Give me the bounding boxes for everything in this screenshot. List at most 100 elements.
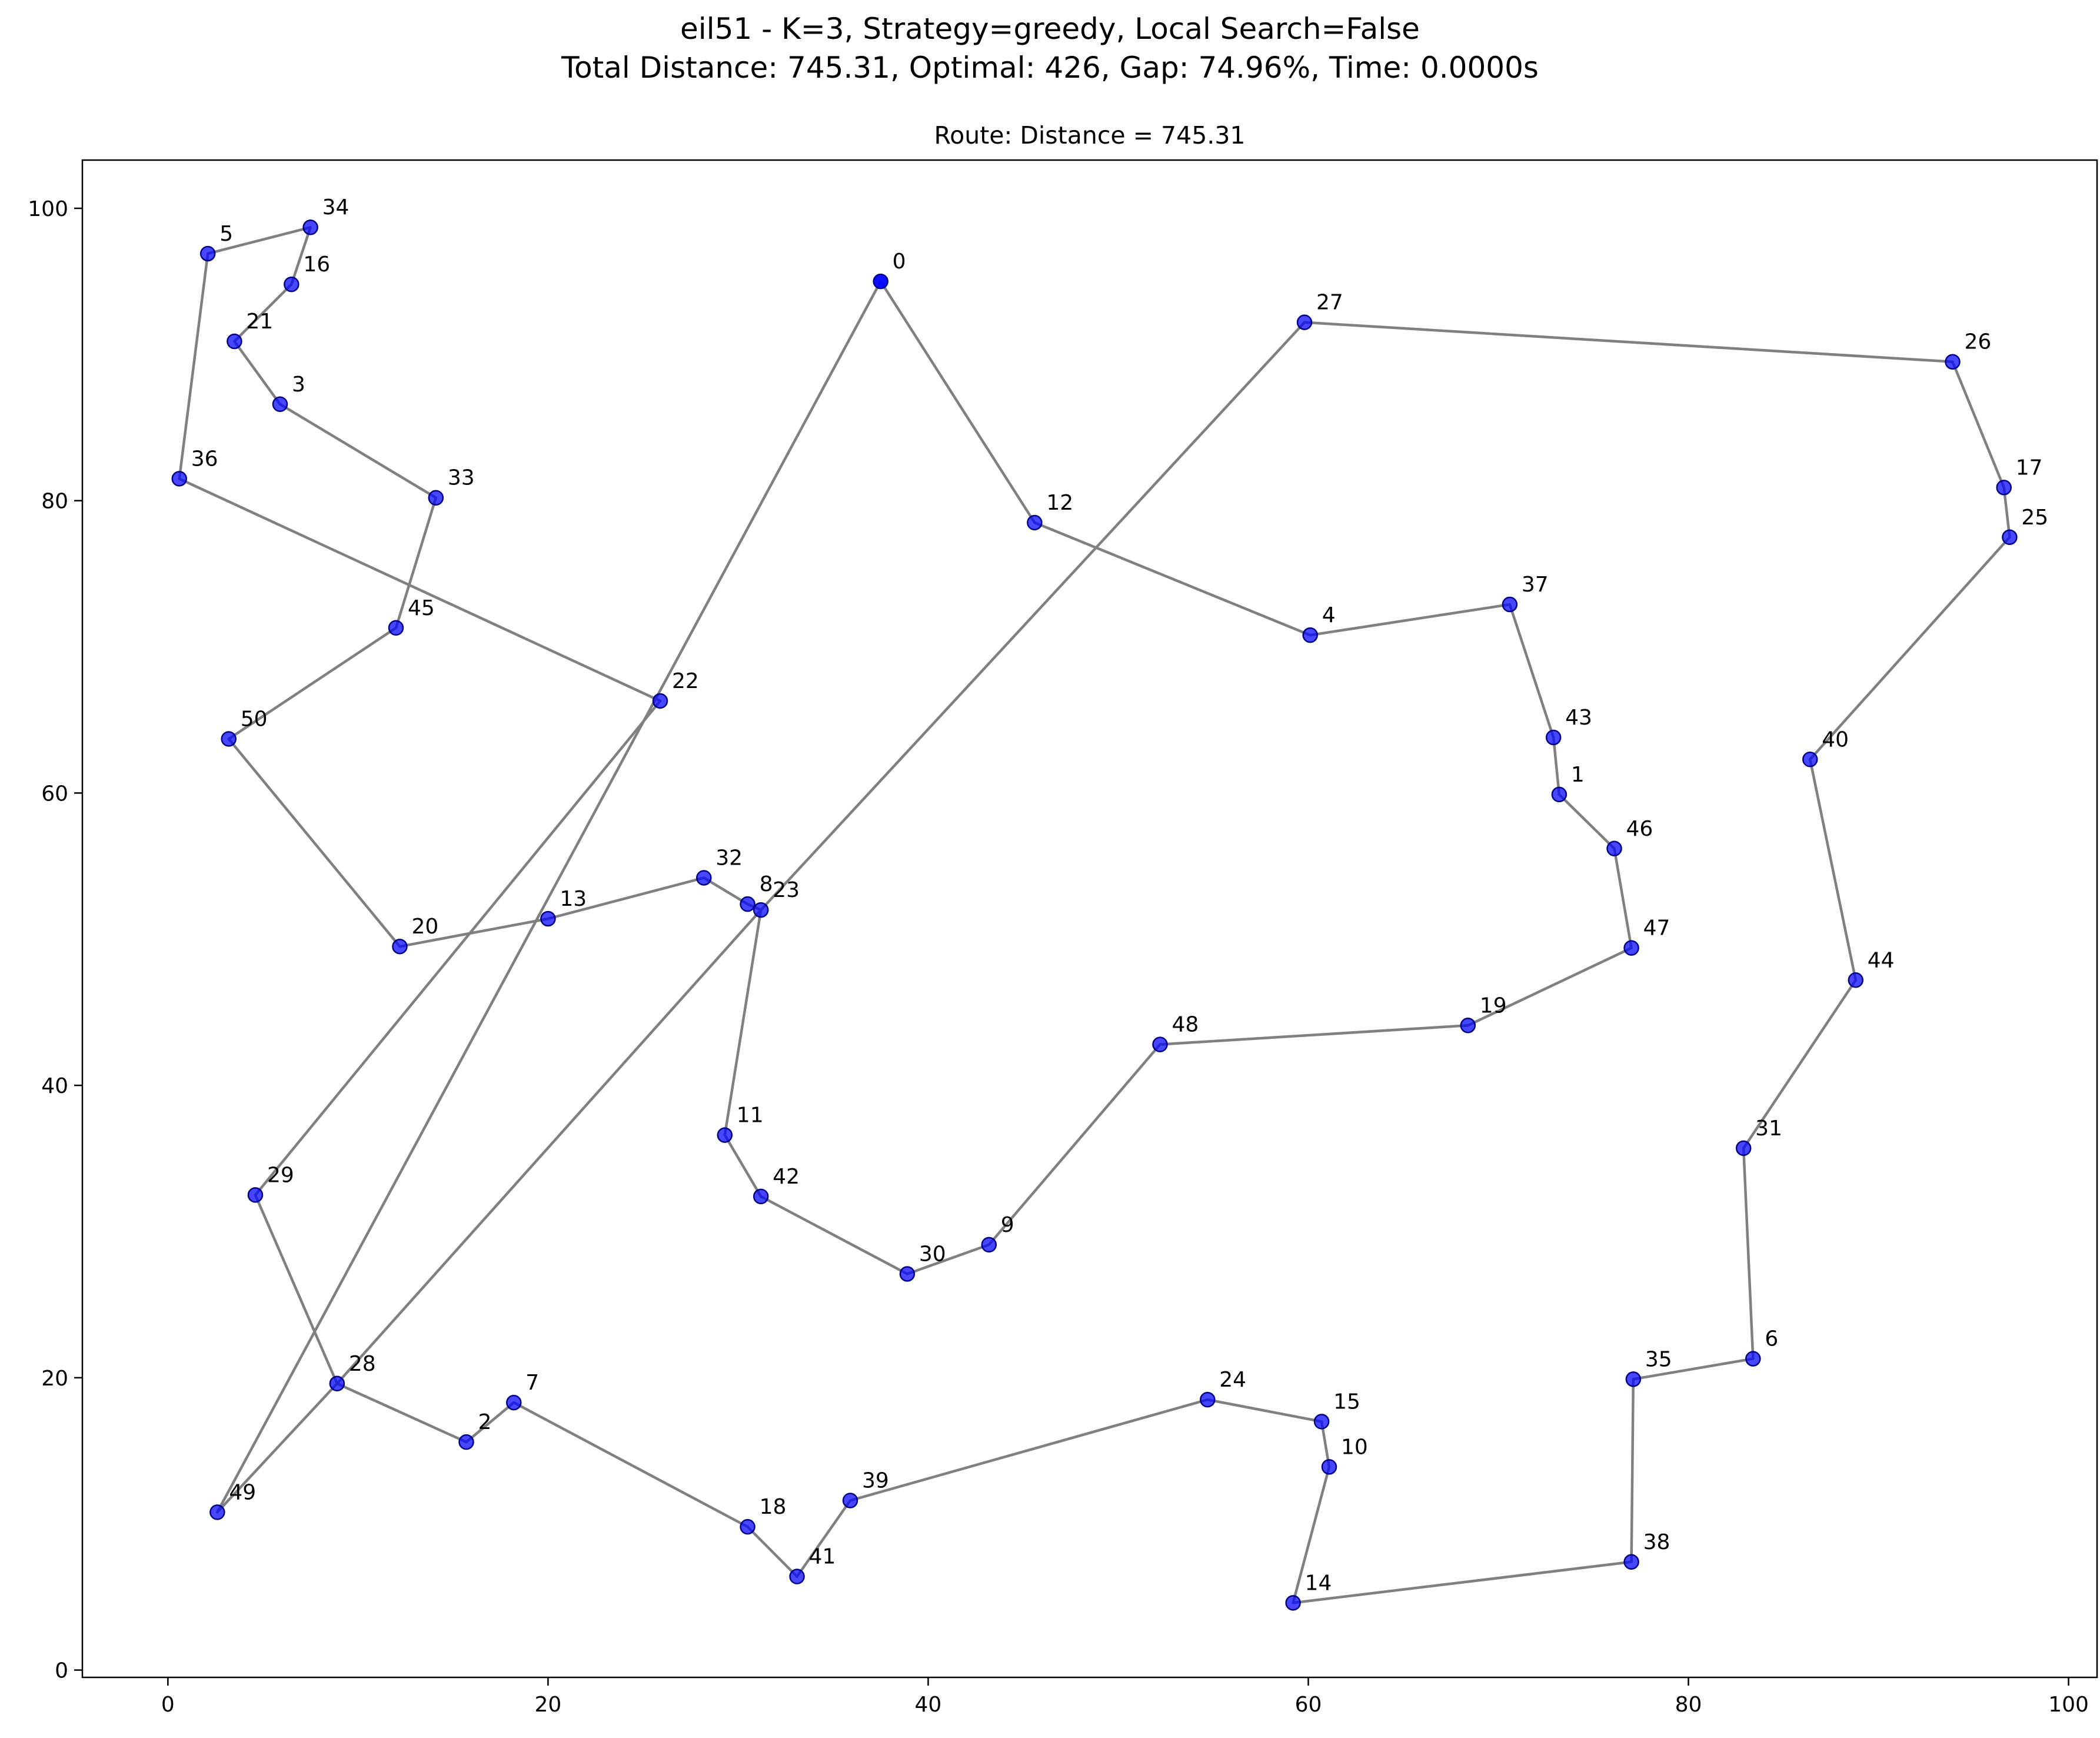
route-edge <box>1292 1560 1633 1604</box>
route-point <box>302 219 318 235</box>
route-point <box>284 276 299 293</box>
point-label: 15 <box>1333 1390 1360 1414</box>
route-point <box>1848 972 1864 988</box>
route-points <box>171 219 2018 1611</box>
route-edge <box>398 917 550 948</box>
point-label: 12 <box>1046 491 1073 515</box>
route-edge <box>1808 758 1858 982</box>
x-tick-label: 100 <box>2048 1693 2089 1717</box>
point-label: 33 <box>448 466 475 490</box>
point-label: 48 <box>1172 1013 1199 1037</box>
x-tick-label: 40 <box>915 1693 942 1717</box>
route-point <box>1996 480 2012 496</box>
route-edge <box>547 876 705 920</box>
route-edge <box>335 1382 468 1444</box>
route-edge <box>848 1398 1209 1502</box>
route-point <box>1802 752 1818 767</box>
point-label: 16 <box>303 252 330 277</box>
route-point <box>1545 729 1562 746</box>
route-edge <box>233 340 282 406</box>
point-label: 41 <box>809 1545 836 1569</box>
route-point <box>428 490 444 506</box>
point-label: 9 <box>1001 1213 1014 1237</box>
point-label: 38 <box>1643 1530 1670 1554</box>
route-point <box>717 1127 733 1143</box>
point-label: 40 <box>1822 727 1849 752</box>
route-edge <box>254 1194 339 1385</box>
point-label: 44 <box>1868 948 1895 972</box>
route-point <box>392 938 408 955</box>
route-edge <box>1206 1398 1323 1423</box>
route-point <box>1745 1351 1761 1367</box>
route-point <box>1623 1554 1639 1570</box>
axes-title: Route: Distance = 745.31 <box>934 121 1245 149</box>
route-edge <box>1292 1465 1331 1604</box>
route-point <box>1313 1414 1330 1430</box>
point-label: 49 <box>229 1480 256 1504</box>
route-edge <box>746 1525 798 1578</box>
route-edge <box>227 737 401 948</box>
route-edge <box>290 225 312 286</box>
point-label: 2 <box>478 1410 491 1434</box>
route-edge <box>335 908 763 1385</box>
point-label: 3 <box>292 373 305 397</box>
route-edge <box>1808 536 2011 761</box>
route-point <box>1027 514 1043 531</box>
point-label: 7 <box>525 1371 539 1395</box>
route-edge <box>216 280 882 1514</box>
point-label: 8 <box>760 872 773 896</box>
point-label: 19 <box>1480 993 1507 1018</box>
route-point <box>1152 1036 1168 1052</box>
suptitle-line-1: eil51 - K=3, Strategy=greedy, Local Sear… <box>680 12 1420 46</box>
y-tick-label: 0 <box>55 1659 68 1683</box>
y-tick-label: 80 <box>41 490 68 514</box>
point-label: 22 <box>672 669 699 693</box>
route-point <box>1200 1391 1216 1408</box>
point-label: 24 <box>1219 1368 1246 1392</box>
point-label: 18 <box>760 1495 787 1519</box>
route-edge <box>987 1043 1162 1247</box>
y-tick-label: 100 <box>28 197 68 221</box>
route-point <box>388 620 404 636</box>
route-edge <box>1742 979 1858 1150</box>
point-label: 20 <box>411 915 438 939</box>
route-point <box>1606 840 1622 857</box>
route-point <box>753 1188 769 1205</box>
point-label: 30 <box>919 1242 946 1267</box>
route-edge <box>759 321 1306 912</box>
route-point <box>272 396 288 413</box>
route-edge <box>2002 486 2011 539</box>
route-edge <box>206 225 312 255</box>
route-edge <box>1309 603 1512 637</box>
route-point <box>247 1187 264 1203</box>
route-point <box>227 333 242 350</box>
route-edge <box>879 280 1036 524</box>
route-edge <box>178 477 662 703</box>
route-edge <box>254 699 662 1197</box>
route-point <box>458 1434 474 1450</box>
route-point <box>1296 314 1313 330</box>
route-point <box>1735 1140 1752 1157</box>
route-point <box>2002 529 2018 546</box>
point-label: 32 <box>715 846 743 870</box>
route-edge <box>759 1195 909 1275</box>
x-tick-label: 60 <box>1295 1693 1322 1717</box>
point-label: 31 <box>1755 1116 1782 1141</box>
route-edge <box>1466 946 1633 1027</box>
route-point <box>740 896 756 912</box>
route-edge <box>1742 1147 1755 1360</box>
route-point <box>209 1504 225 1520</box>
point-label: 42 <box>773 1165 800 1189</box>
route-edge <box>278 403 438 499</box>
suptitle-line-2: Total Distance: 745.31, Optimal: 426, Ga… <box>561 51 1539 85</box>
route-edge <box>796 1499 852 1578</box>
route-point <box>1551 786 1567 803</box>
point-label: 47 <box>1643 916 1670 941</box>
route-edge <box>723 1134 763 1198</box>
point-label: 10 <box>1341 1435 1368 1459</box>
route-point <box>1460 1018 1476 1034</box>
route-edges <box>178 225 2011 1604</box>
route-point <box>1625 1371 1642 1387</box>
route-point <box>221 731 237 747</box>
point-label: 0 <box>893 250 906 274</box>
